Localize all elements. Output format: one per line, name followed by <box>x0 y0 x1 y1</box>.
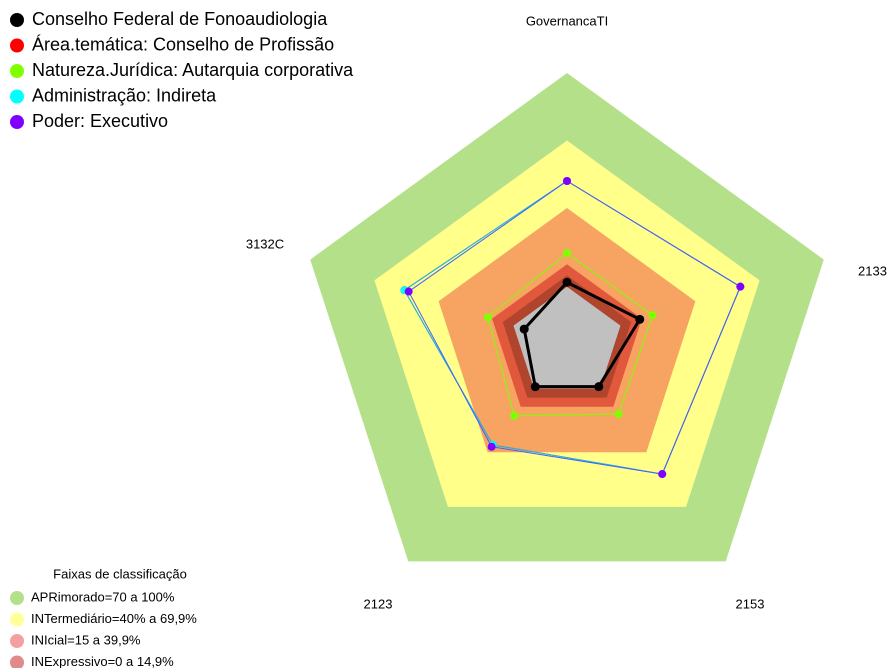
axis-label: 2153 <box>736 596 765 611</box>
data-point <box>510 411 519 420</box>
data-point <box>614 409 623 418</box>
legend-label: Área.temática: Conselho de Profissão <box>32 34 334 54</box>
legend-label: Natureza.Jurídica: Autarquia corporativa <box>32 60 354 80</box>
legend-marker <box>10 115 24 129</box>
zone-legend-label: APRimorado=70 a 100% <box>31 589 175 604</box>
legend-label: Administração: Indireta <box>32 85 217 105</box>
data-point <box>563 249 571 257</box>
legend-marker <box>10 38 24 53</box>
zone-legend-marker <box>10 655 24 668</box>
zone-legend-marker <box>10 591 24 605</box>
data-point <box>658 470 667 479</box>
legend-label: Conselho Federal de Fonoaudiologia <box>32 9 328 29</box>
series-line <box>487 252 654 417</box>
data-point <box>483 313 492 322</box>
data-point <box>648 311 657 320</box>
data-point <box>487 442 496 451</box>
axis-label: 2123 <box>364 596 393 611</box>
data-point <box>562 277 572 287</box>
zone-legend-label: INExpressivo=0 a 14,9% <box>31 654 174 668</box>
zones-title: Faixas de classificação <box>53 566 187 581</box>
axis-label: GovernancaTI <box>526 13 608 28</box>
series-line <box>407 180 741 475</box>
data-point <box>635 314 645 324</box>
zone-legend-label: INIcial=15 a 39,9% <box>31 632 141 647</box>
legend-marker <box>10 13 24 27</box>
axis-label: 3132C <box>246 236 284 251</box>
legend-marker <box>10 89 24 104</box>
legend-label: Poder: Executivo <box>32 111 168 131</box>
data-point <box>563 177 571 185</box>
zone-legend-marker <box>10 612 24 627</box>
data-point <box>530 382 540 392</box>
data-point <box>519 324 529 334</box>
zone-legend-label: INTermediário=40% a 69,9% <box>31 611 197 626</box>
zone-legend-marker <box>10 634 24 648</box>
series-line <box>522 280 642 389</box>
data-point <box>736 282 745 291</box>
axis-label: 2133 <box>858 263 887 278</box>
legend-marker <box>10 64 24 78</box>
data-point <box>594 382 604 392</box>
data-point <box>404 287 413 296</box>
